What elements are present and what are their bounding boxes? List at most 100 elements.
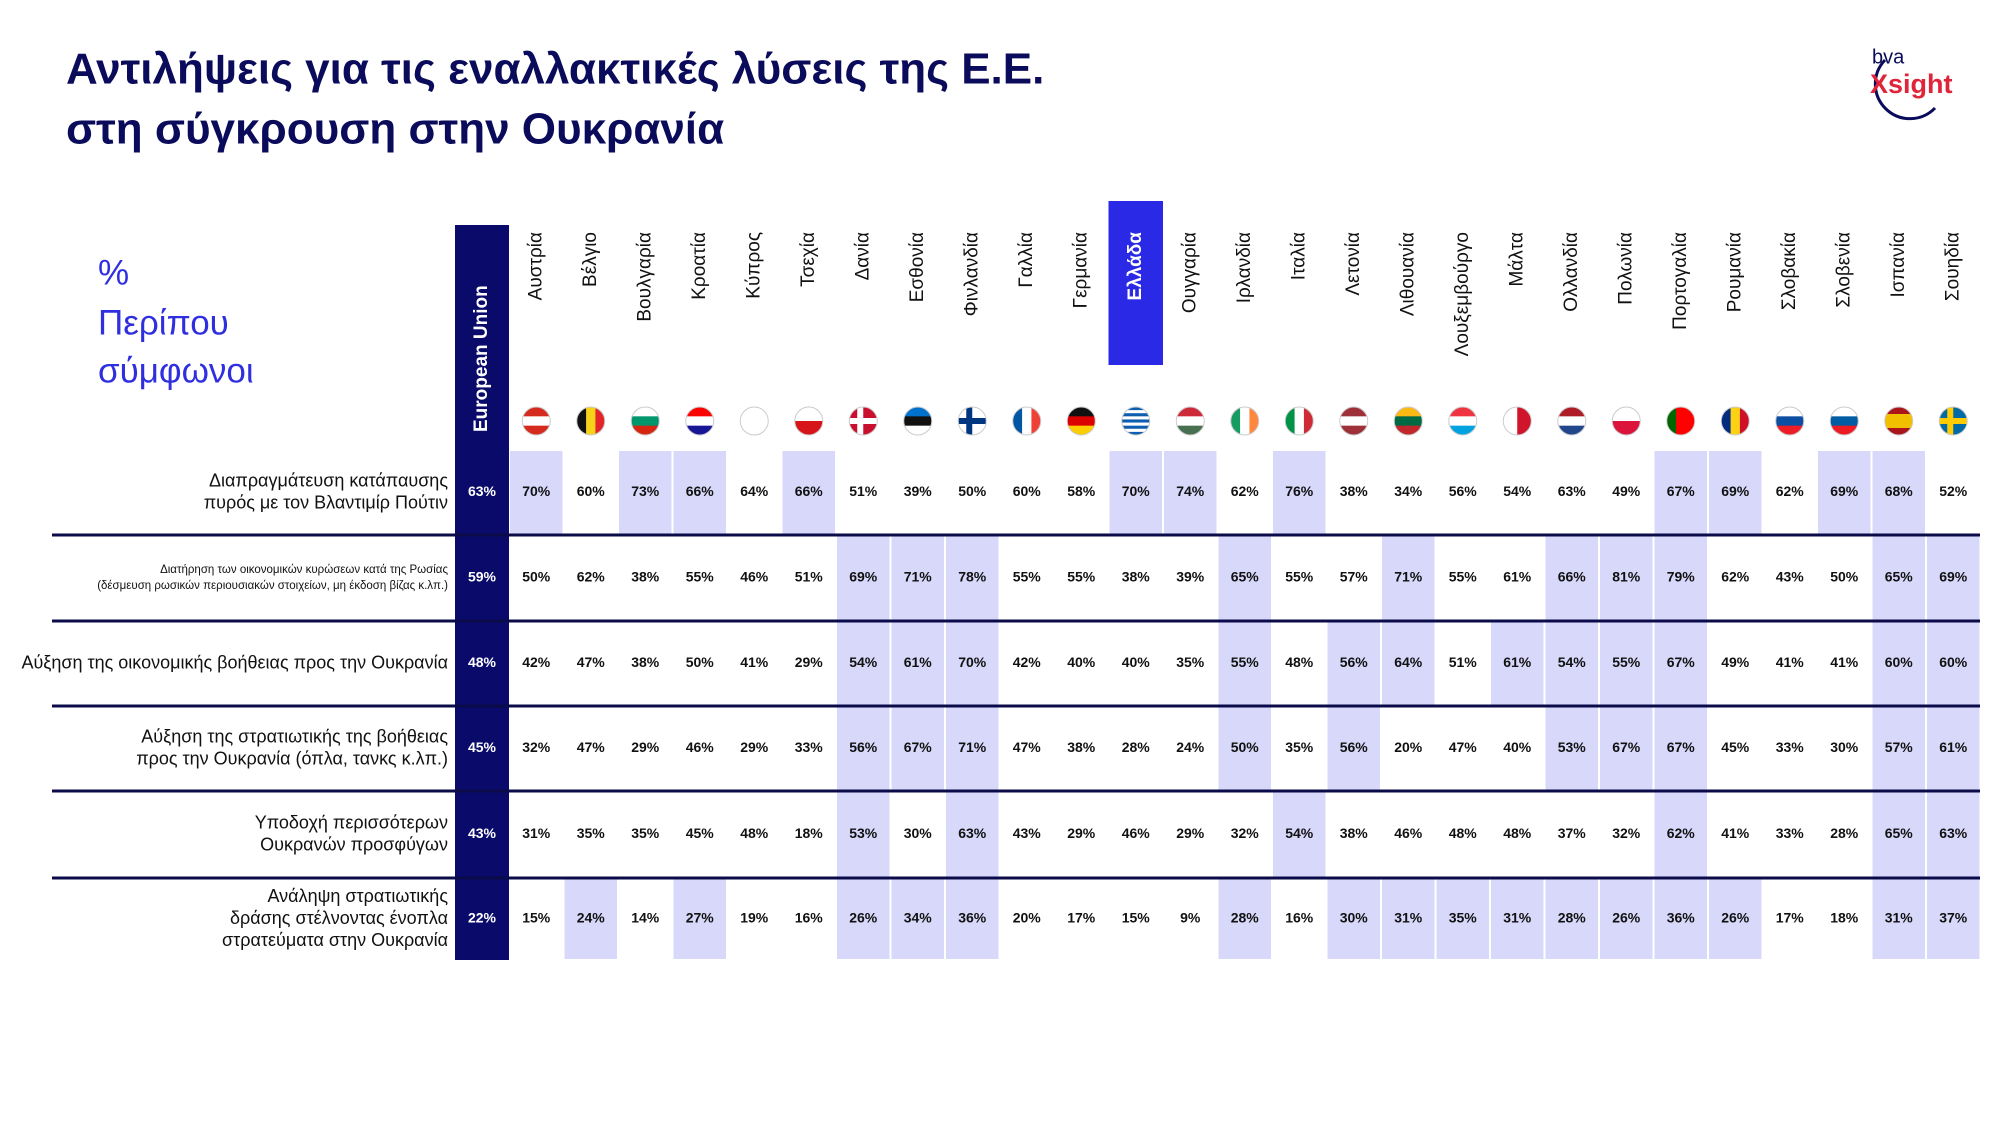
cell-value: 17% <box>1067 910 1096 926</box>
cell-highlight <box>1927 707 1980 790</box>
cell-value: 74% <box>1176 483 1205 499</box>
flag-part <box>903 416 932 427</box>
cell-value: 35% <box>1285 739 1314 755</box>
flag <box>685 407 714 435</box>
flag-part <box>1884 421 1913 429</box>
cell-highlight <box>1872 451 1925 534</box>
flag-part <box>576 407 587 435</box>
eu-column <box>455 225 509 960</box>
flag-part <box>1176 407 1205 417</box>
cell-value: 47% <box>1449 739 1478 755</box>
cell-value: 47% <box>577 739 606 755</box>
flag-part <box>1676 407 1686 435</box>
cell-value: 60% <box>577 483 606 499</box>
cell-value: 68% <box>1885 483 1914 499</box>
cell-value: 55% <box>686 569 715 585</box>
flag-part <box>1121 416 1150 420</box>
flag <box>1121 407 1150 435</box>
flag <box>1176 407 1205 435</box>
cell-highlight <box>1654 536 1707 620</box>
flag-part <box>1012 407 1023 435</box>
eu-value: 48% <box>468 654 497 670</box>
cell-value: 70% <box>958 654 987 670</box>
flag-border <box>1884 406 1914 436</box>
cell-value: 51% <box>849 483 878 499</box>
cell-highlight <box>891 536 944 620</box>
cell-value: 20% <box>1394 739 1423 755</box>
column-header: Ισπανία <box>1888 232 1909 298</box>
cell-value: 26% <box>849 910 878 926</box>
cell-value: 65% <box>1231 569 1260 585</box>
flag-border <box>1066 406 1096 436</box>
flag <box>740 407 769 435</box>
column-header: Λουξεμβούργο <box>1452 232 1473 356</box>
cell-value: 28% <box>1122 739 1151 755</box>
cell-value: 63% <box>1558 483 1587 499</box>
flag-part <box>1517 407 1532 435</box>
cell-value: 26% <box>1612 910 1641 926</box>
cell-highlight <box>1872 792 1925 877</box>
flag-part <box>1339 407 1368 417</box>
eu-value: 43% <box>468 825 497 841</box>
cell-value: 78% <box>958 569 987 585</box>
flag-border <box>1121 406 1151 436</box>
row-label: Ανάληψη στρατιωτικής <box>267 886 448 906</box>
cell-highlight <box>1218 536 1271 620</box>
column-header: Ιταλία <box>1288 232 1309 280</box>
cell-highlight <box>1872 707 1925 790</box>
cell-value: 48% <box>740 825 769 841</box>
flag-part <box>1121 419 1150 424</box>
cell-value: 38% <box>631 569 660 585</box>
cell-value: 56% <box>1340 739 1369 755</box>
cell-value: 46% <box>1394 825 1423 841</box>
column-header: Εσθονία <box>907 232 928 302</box>
cell-value: 62% <box>1776 483 1805 499</box>
flag-part <box>1557 425 1586 435</box>
cell-highlight <box>673 879 726 959</box>
flag-part <box>1557 407 1586 417</box>
flag-part <box>1884 407 1913 415</box>
cell-value: 41% <box>1721 825 1750 841</box>
cell-value: 51% <box>795 569 824 585</box>
flag <box>1067 407 1096 435</box>
flag-border <box>903 406 933 436</box>
flag-border <box>1666 406 1696 436</box>
row-label: (δέσμευση ρωσικών περιουσιακών στοιχείων… <box>97 580 448 592</box>
column-header: Βουλγαρία <box>634 232 655 322</box>
flag <box>576 407 605 435</box>
column-header: Σουηδία <box>1942 232 1963 301</box>
cell-value: 63% <box>1939 825 1968 841</box>
flag <box>631 407 660 435</box>
row-label: Διαπραγμάτευση κατάπαυσης <box>209 470 448 490</box>
logo-arc <box>1873 58 1937 121</box>
cell-value: 54% <box>1285 825 1314 841</box>
cell-highlight <box>1600 622 1653 705</box>
cell-value: 38% <box>1340 483 1369 499</box>
flag-part <box>1775 425 1804 435</box>
column-header: Τσεχία <box>798 232 819 287</box>
flag-border <box>848 406 878 436</box>
cell-value: 26% <box>1721 910 1750 926</box>
cell-value: 36% <box>1667 910 1696 926</box>
cell-value: 65% <box>1885 569 1914 585</box>
flag <box>1775 407 1804 435</box>
cell-value: 49% <box>1612 483 1641 499</box>
cell-highlight <box>1545 707 1598 790</box>
flag-part <box>522 416 551 427</box>
cell-highlight <box>619 451 672 534</box>
eu-value: 22% <box>468 910 497 926</box>
flag-part <box>1721 407 1732 435</box>
cell-value: 66% <box>795 483 824 499</box>
title-line: Αντιλήψεις για τις εναλλακτικές λύσεις τ… <box>66 45 1044 94</box>
flag-part <box>1503 407 1518 435</box>
cell-value: 43% <box>1013 825 1042 841</box>
flag-border <box>1502 406 1532 436</box>
column-header: Ελλάδα <box>1125 232 1146 301</box>
cell-value: 32% <box>1612 825 1641 841</box>
column-header: Βέλγιο <box>580 232 601 287</box>
cell-value: 32% <box>1231 825 1260 841</box>
cell-value: 69% <box>1939 569 1968 585</box>
row-label: πυρός με τον Βλαντιμίρ Πούτιν <box>204 492 448 512</box>
cell-value: 40% <box>1503 739 1532 755</box>
flag-part <box>1884 414 1913 422</box>
